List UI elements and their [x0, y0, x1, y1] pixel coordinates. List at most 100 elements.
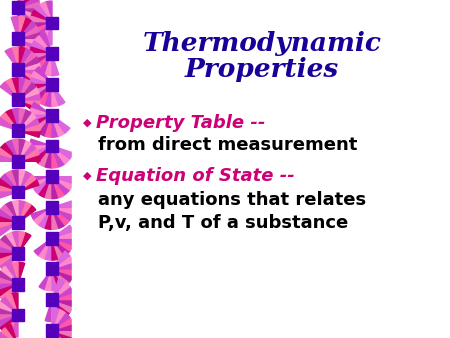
Wedge shape: [0, 205, 18, 223]
Wedge shape: [52, 115, 59, 137]
Wedge shape: [30, 177, 52, 184]
Wedge shape: [52, 299, 65, 320]
Wedge shape: [30, 47, 52, 54]
Wedge shape: [18, 82, 36, 100]
Wedge shape: [52, 313, 70, 330]
Wedge shape: [52, 309, 65, 330]
Wedge shape: [39, 2, 52, 23]
Bar: [72, 0, 450, 338]
Wedge shape: [11, 108, 18, 130]
Text: Properties: Properties: [185, 57, 339, 82]
Wedge shape: [52, 279, 65, 299]
Wedge shape: [52, 299, 73, 313]
Wedge shape: [0, 113, 18, 130]
Wedge shape: [52, 177, 73, 190]
Wedge shape: [31, 177, 52, 190]
Wedge shape: [18, 0, 36, 8]
Wedge shape: [18, 140, 31, 161]
Wedge shape: [34, 36, 52, 54]
Text: from direct measurement: from direct measurement: [98, 136, 357, 154]
Wedge shape: [5, 110, 18, 130]
Wedge shape: [52, 269, 73, 282]
Text: ◆: ◆: [83, 118, 91, 128]
Wedge shape: [0, 315, 18, 328]
Wedge shape: [45, 177, 52, 199]
Wedge shape: [52, 238, 65, 259]
Wedge shape: [0, 254, 18, 266]
Text: Thermodynamic: Thermodynamic: [143, 30, 382, 55]
Wedge shape: [11, 139, 18, 161]
Wedge shape: [18, 1, 40, 8]
Wedge shape: [0, 266, 18, 284]
Wedge shape: [18, 262, 25, 284]
Wedge shape: [0, 179, 18, 192]
Wedge shape: [5, 294, 18, 315]
Wedge shape: [11, 201, 18, 223]
Wedge shape: [18, 69, 40, 76]
Wedge shape: [18, 8, 31, 29]
Wedge shape: [52, 208, 65, 228]
Wedge shape: [11, 170, 18, 192]
Wedge shape: [0, 223, 18, 236]
Wedge shape: [39, 238, 52, 259]
Wedge shape: [52, 84, 59, 106]
Wedge shape: [45, 238, 52, 260]
Wedge shape: [52, 308, 59, 330]
Wedge shape: [18, 148, 39, 161]
Wedge shape: [52, 84, 65, 105]
Wedge shape: [18, 78, 25, 100]
Wedge shape: [18, 232, 25, 254]
Wedge shape: [18, 8, 25, 30]
Wedge shape: [0, 223, 18, 230]
Wedge shape: [30, 146, 52, 153]
Wedge shape: [52, 317, 73, 330]
Wedge shape: [34, 115, 52, 133]
Wedge shape: [52, 269, 70, 287]
Wedge shape: [52, 208, 59, 230]
Wedge shape: [18, 87, 39, 100]
Wedge shape: [52, 115, 70, 133]
Wedge shape: [30, 78, 52, 84]
Wedge shape: [52, 299, 70, 317]
Wedge shape: [18, 39, 31, 59]
Wedge shape: [52, 269, 65, 290]
Wedge shape: [52, 225, 73, 238]
Wedge shape: [0, 315, 18, 322]
Wedge shape: [34, 67, 52, 84]
Wedge shape: [52, 208, 73, 220]
Wedge shape: [18, 154, 40, 161]
Wedge shape: [18, 39, 39, 51]
Wedge shape: [5, 171, 18, 192]
Wedge shape: [18, 124, 40, 130]
Wedge shape: [30, 108, 52, 115]
Wedge shape: [11, 262, 18, 284]
Wedge shape: [52, 269, 74, 276]
Wedge shape: [52, 330, 74, 337]
Wedge shape: [45, 54, 52, 76]
Wedge shape: [18, 18, 31, 39]
Wedge shape: [0, 210, 18, 223]
Wedge shape: [52, 238, 70, 256]
Wedge shape: [18, 170, 25, 192]
Wedge shape: [18, 144, 36, 161]
Wedge shape: [31, 41, 52, 54]
Wedge shape: [18, 100, 39, 113]
Wedge shape: [39, 269, 52, 290]
Wedge shape: [18, 69, 36, 87]
Wedge shape: [18, 39, 40, 45]
Wedge shape: [31, 23, 52, 36]
Wedge shape: [18, 47, 25, 69]
Wedge shape: [18, 25, 39, 39]
Wedge shape: [0, 297, 18, 315]
Wedge shape: [30, 115, 52, 122]
Wedge shape: [18, 202, 31, 223]
Wedge shape: [11, 17, 18, 39]
Wedge shape: [18, 8, 36, 25]
Wedge shape: [18, 110, 31, 130]
Wedge shape: [52, 262, 74, 269]
Wedge shape: [30, 54, 52, 61]
Wedge shape: [52, 208, 74, 214]
Wedge shape: [52, 177, 74, 184]
Wedge shape: [0, 277, 18, 284]
Wedge shape: [52, 251, 70, 269]
